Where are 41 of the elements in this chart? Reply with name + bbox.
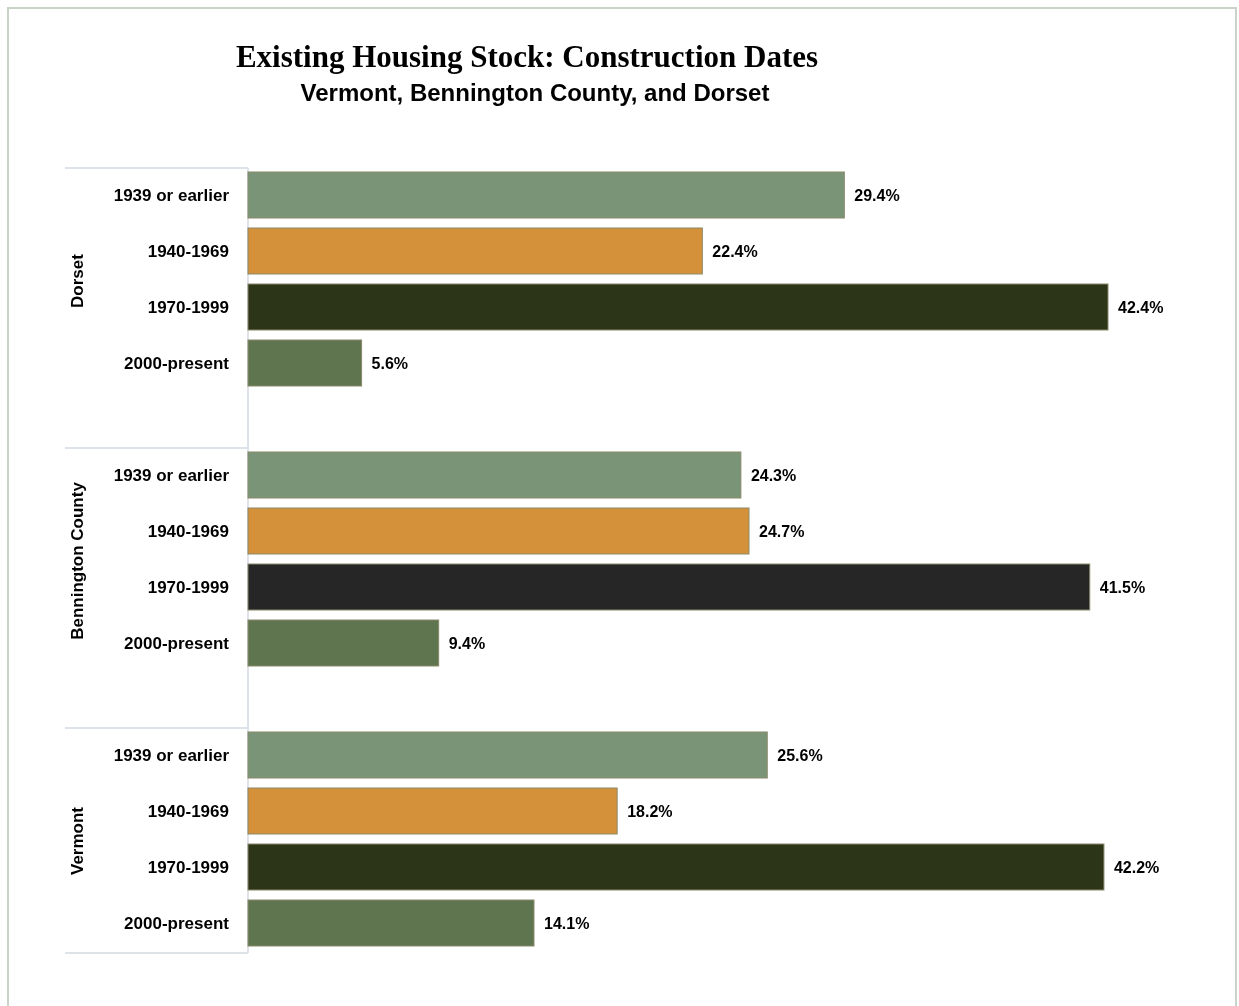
y-axis-title: Dorset xyxy=(68,253,87,308)
data-label: 29.4% xyxy=(854,187,900,204)
y-tick-label: 1940-1969 xyxy=(147,802,229,821)
bar xyxy=(247,451,742,499)
data-label: 25.6% xyxy=(777,747,823,764)
y-axis-title: Vermont xyxy=(68,806,87,876)
y-tick-label: 2000-present xyxy=(124,354,230,373)
data-label: 24.7% xyxy=(758,523,805,540)
data-label: 24.3% xyxy=(750,467,797,484)
y-tick-label: 1970-1999 xyxy=(147,858,229,877)
bar xyxy=(247,619,440,667)
y-tick-label: 1939 or earlier xyxy=(113,186,230,205)
data-label: 18.2% xyxy=(627,803,673,820)
data-label: 9.4% xyxy=(448,635,486,652)
y-tick-label: 1970-1999 xyxy=(147,578,229,597)
y-tick-label: 1939 or earlier xyxy=(113,746,230,765)
data-label: 22.4% xyxy=(712,243,758,260)
y-tick-label: 1970-1999 xyxy=(147,298,229,317)
bar xyxy=(247,563,1091,611)
y-tick-label: 1940-1969 xyxy=(147,242,229,261)
bar xyxy=(247,171,845,219)
bar xyxy=(247,227,703,275)
chart-title: Existing Housing Stock: Construction Dates xyxy=(235,39,819,74)
y-tick-label: 1939 or earlier xyxy=(113,466,230,485)
data-label: 42.4% xyxy=(1118,299,1164,316)
chart-subtitle: Vermont, Bennington County, and Dorset xyxy=(300,79,770,106)
bar xyxy=(247,787,618,835)
y-tick-label: 1940-1969 xyxy=(147,522,229,541)
data-label: 42.2% xyxy=(1113,859,1160,876)
y-tick-label: 2000-present xyxy=(124,914,230,933)
y-tick-label: 2000-present xyxy=(124,634,230,653)
bar xyxy=(247,843,1105,891)
data-label: 41.5% xyxy=(1099,579,1146,596)
data-label: 14.1% xyxy=(543,915,590,932)
bar xyxy=(247,899,535,947)
y-axis-title: Bennington County xyxy=(68,481,87,640)
bar xyxy=(247,507,750,555)
data-label: 5.6% xyxy=(371,355,409,372)
bar xyxy=(247,283,1109,331)
bar xyxy=(247,731,768,779)
bar xyxy=(247,339,363,387)
